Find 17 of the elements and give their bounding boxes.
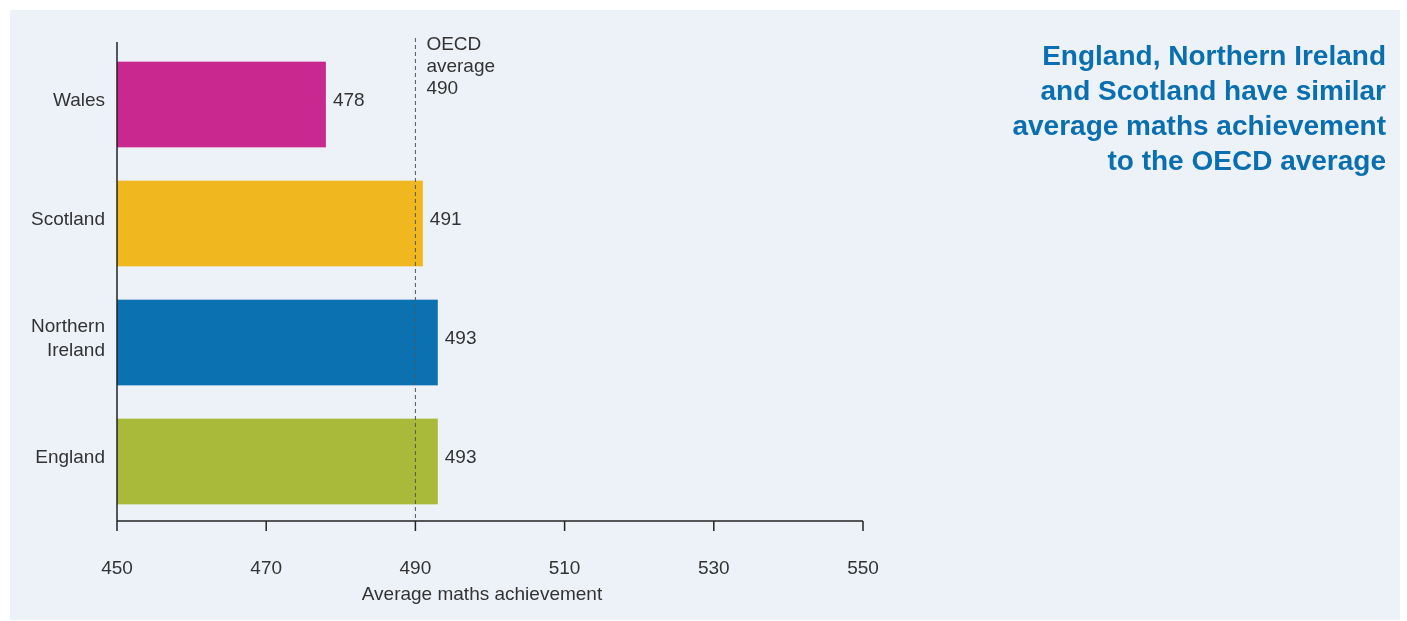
y-tick-label: Northern Ireland [31, 314, 105, 360]
y-tick-label: England [35, 445, 105, 467]
ref-line-label: OECD average 490 [426, 33, 496, 98]
x-tick-label: 490 [399, 557, 432, 578]
x-tick-label: 450 [101, 557, 133, 578]
data-label: 478 [332, 88, 365, 110]
x-tick-label: 470 [250, 557, 283, 578]
x-axis-title: Average maths achievement [361, 583, 603, 604]
text: England, Northern Ireland and Scotland have similar average maths achievement to the OECD average [1011, 39, 1386, 178]
data-label: 493 [444, 445, 477, 467]
x-tick-label: 510 [548, 557, 581, 578]
x-tick-label: 530 [697, 557, 730, 578]
y-tick-label: Scotland [31, 207, 105, 229]
data-label: 493 [444, 326, 477, 348]
data-label: 491 [429, 207, 462, 229]
y-tick-label: Wales [52, 88, 105, 110]
x-tick-label: 550 [847, 557, 879, 578]
